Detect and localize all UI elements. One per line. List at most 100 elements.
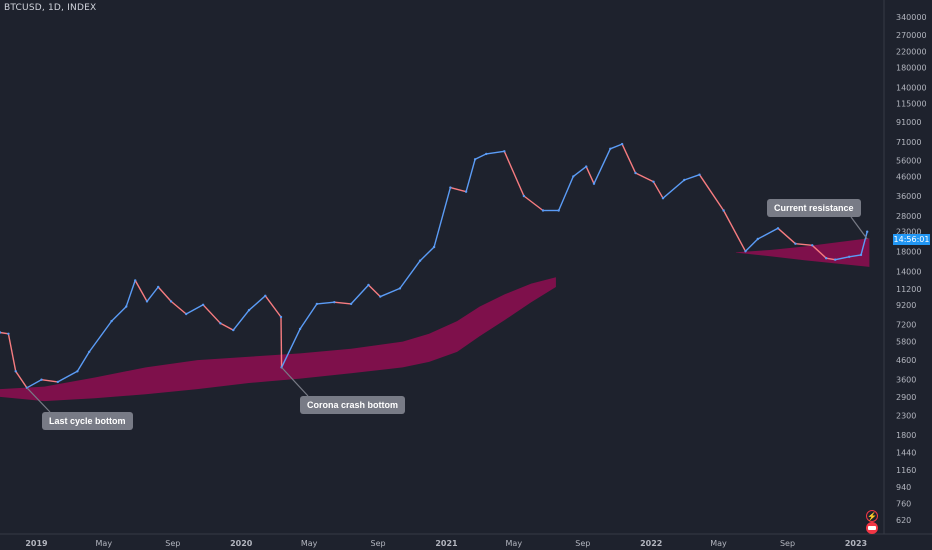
price-segment: [399, 260, 421, 289]
y-tick-label: 7200: [896, 320, 916, 329]
price-segment: [558, 176, 574, 211]
price-segment: [368, 284, 381, 298]
y-tick-label: 115000: [896, 99, 927, 108]
price-point: [398, 287, 402, 290]
y-tick-label: 1160: [896, 466, 916, 475]
flag-icon[interactable]: [866, 522, 878, 534]
price-point: [7, 332, 10, 335]
lightning-icon[interactable]: ⚡: [866, 510, 878, 522]
price-segment: [433, 187, 452, 248]
current-price-tag: 14:56:01: [893, 234, 930, 245]
y-tick-label: 940: [896, 483, 911, 492]
price-segment: [757, 227, 779, 240]
price-segment: [15, 370, 28, 389]
price-segment: [795, 243, 813, 246]
price-segment: [572, 166, 587, 177]
price-segment: [0, 331, 9, 335]
price-segment: [380, 287, 401, 298]
price-point: [185, 312, 188, 316]
price-segment: [111, 306, 127, 322]
price-segment: [652, 181, 664, 199]
y-tick-label: 9200: [896, 301, 916, 310]
price-segment: [635, 172, 654, 183]
price-segment: [185, 304, 204, 315]
y-tick-label: 14000: [896, 267, 921, 276]
annotation-current-resistance[interactable]: Current resistance: [767, 199, 861, 217]
price-point: [503, 150, 506, 153]
y-tick-label: 3600: [896, 376, 916, 385]
price-point: [794, 242, 797, 245]
y-tick-label: 220000: [896, 48, 927, 57]
annotation-corona-crash-bottom[interactable]: Corona crash bottom: [300, 396, 406, 414]
price-segment: [465, 159, 476, 192]
price-segment: [450, 186, 467, 193]
price-segment: [610, 143, 623, 150]
price-point: [449, 186, 452, 189]
price-point: [859, 253, 863, 257]
price-segment: [76, 351, 90, 372]
price-point: [557, 209, 560, 212]
price-point: [379, 295, 382, 298]
price-point: [572, 175, 575, 178]
price-point: [349, 302, 353, 306]
price-point: [485, 152, 488, 156]
price-point: [834, 258, 837, 261]
price-point: [464, 190, 468, 193]
price-segment: [826, 257, 836, 261]
price-point: [134, 279, 137, 282]
price-point: [219, 322, 222, 325]
y-tick-label: 760: [896, 500, 911, 509]
price-segment: [7, 333, 17, 372]
y-tick-label: 91000: [896, 118, 921, 127]
price-segment: [662, 179, 685, 199]
y-tick-label: 2900: [896, 393, 916, 402]
price-point: [522, 194, 526, 198]
price-segment: [745, 238, 759, 252]
price-segment: [220, 322, 234, 331]
price-point: [0, 331, 2, 334]
price-segment: [698, 174, 725, 211]
x-tick-label: 2023: [845, 539, 867, 548]
price-segment: [88, 320, 113, 353]
price-point: [756, 237, 759, 241]
price-segment: [811, 244, 827, 259]
price-point: [76, 370, 79, 373]
price-point: [40, 378, 43, 381]
symbol-label: BTCUSD, 1D, INDEX: [4, 3, 97, 13]
price-point: [264, 294, 267, 297]
band-layer: [0, 238, 870, 402]
price-point: [776, 227, 780, 230]
y-tick-label: 36000: [896, 192, 921, 201]
y-tick-label: 140000: [896, 84, 927, 93]
annotation-last-cycle-bottom[interactable]: Last cycle bottom: [42, 412, 133, 430]
price-point: [722, 209, 725, 212]
price-segment: [350, 284, 370, 305]
x-tick-label: May: [506, 539, 523, 548]
price-segment: [777, 227, 796, 245]
price-segment: [157, 286, 172, 302]
price-segment: [316, 301, 335, 305]
price-point: [432, 245, 436, 249]
price-point: [585, 165, 588, 168]
price-point: [473, 158, 477, 161]
price-point: [14, 370, 17, 373]
price-segment: [486, 150, 505, 155]
y-tick-label: 340000: [896, 13, 927, 22]
price-segment: [593, 148, 611, 184]
price-segment: [26, 379, 42, 389]
price-segment: [621, 143, 637, 174]
price-segment: [523, 195, 544, 212]
x-tick-label: May: [301, 539, 318, 548]
price-point: [232, 328, 235, 332]
price-point: [825, 257, 828, 260]
y-tick-label: 46000: [896, 172, 921, 181]
price-segment: [125, 280, 136, 307]
price-point: [418, 259, 422, 262]
price-segment: [264, 295, 282, 318]
price-segment: [503, 151, 525, 197]
y-tick-label: 28000: [896, 212, 921, 221]
y-tick-label: 180000: [896, 64, 927, 73]
price-segment: [585, 166, 595, 184]
price-point: [145, 300, 149, 303]
